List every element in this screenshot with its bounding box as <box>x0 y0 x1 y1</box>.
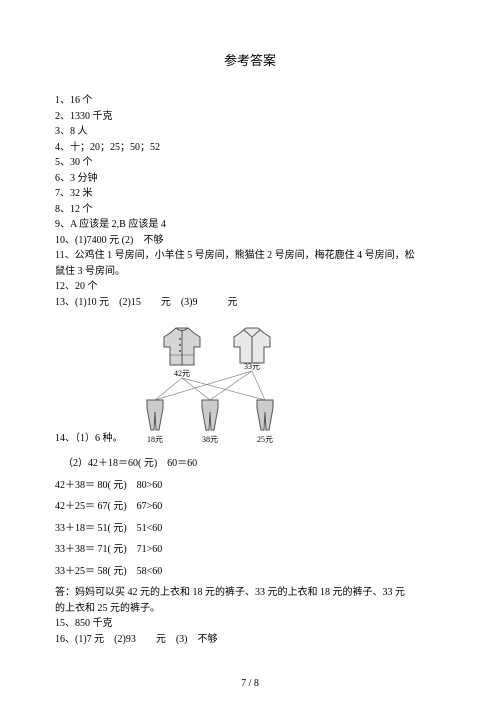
calc-header: （2）42＋18＝60( 元) 60＝60 <box>63 456 445 472</box>
page-title: 参考答案 <box>55 50 445 69</box>
answer-7: 7、32 米 <box>55 186 445 202</box>
answer-10: 10、(1)7400 元 (2) 不够 <box>55 233 445 249</box>
page-number: 7 / 8 <box>0 678 500 689</box>
answer-11b: 鼠住 3 号房间。 <box>55 264 445 280</box>
pants-icon <box>257 400 273 430</box>
jacket-icon <box>164 328 200 365</box>
answer-5: 5、30 个 <box>55 155 445 171</box>
answer-8: 8、12 个 <box>55 202 445 218</box>
price-label: 33元 <box>244 362 260 371</box>
answer-4: 4、十；20；25；50；52 <box>55 140 445 156</box>
answer-13: 13、(1)10 元 (2)15 元 (3)9 元 <box>55 295 445 311</box>
answer-3: 3、8 人 <box>55 124 445 140</box>
calc-row: 42＋25＝ 67( 元) 67>60 <box>55 499 445 515</box>
answer-15: 15、850 千克 <box>55 616 445 632</box>
calc-row: 33＋38＝ 71( 元) 71>60 <box>55 542 445 558</box>
pants-icon <box>202 400 218 430</box>
clothing-diagram: 42元 33元 18元 38元 25元 <box>125 320 295 450</box>
answer-6: 6、3 分钟 <box>55 171 445 187</box>
connection-lines <box>155 371 265 400</box>
answer-1: 1、16 个 <box>55 93 445 109</box>
answer-2: 2、1330 千克 <box>55 109 445 125</box>
answer-12: 12、20 个 <box>55 279 445 295</box>
price-label: 25元 <box>257 435 273 444</box>
calc-row: 33＋25＝ 58( 元) 58<60 <box>55 564 445 580</box>
calc-row: 33＋18＝ 51( 元) 51<60 <box>55 521 445 537</box>
item-14-section: 14、（1）6 种。 42元 33元 <box>55 320 445 450</box>
price-label: 18元 <box>147 435 163 444</box>
answer-11a: 11、公鸡住 1 号房间，小羊住 5 号房间，熊猫住 2 号房间，梅花鹿住 4 … <box>55 248 445 264</box>
calc-summary: 的上衣和 25 元的裤子。 <box>55 601 445 617</box>
pants-icon <box>147 400 163 430</box>
answer-16: 16、(1)7 元 (2)93 元 (3) 不够 <box>55 632 445 648</box>
answer-9: 9、A 应该是 2,B 应该是 4 <box>55 217 445 233</box>
calc-summary: 答：妈妈可以买 42 元的上衣和 18 元的裤子、33 元的上衣和 18 元的裤… <box>55 585 445 601</box>
price-label: 42元 <box>174 369 190 378</box>
calc-row: 42＋38＝ 80( 元) 80>60 <box>55 478 445 494</box>
item-14-prefix: 14、（1）6 种。 <box>55 431 123 447</box>
jacket-icon <box>234 328 270 363</box>
price-label: 38元 <box>202 435 218 444</box>
